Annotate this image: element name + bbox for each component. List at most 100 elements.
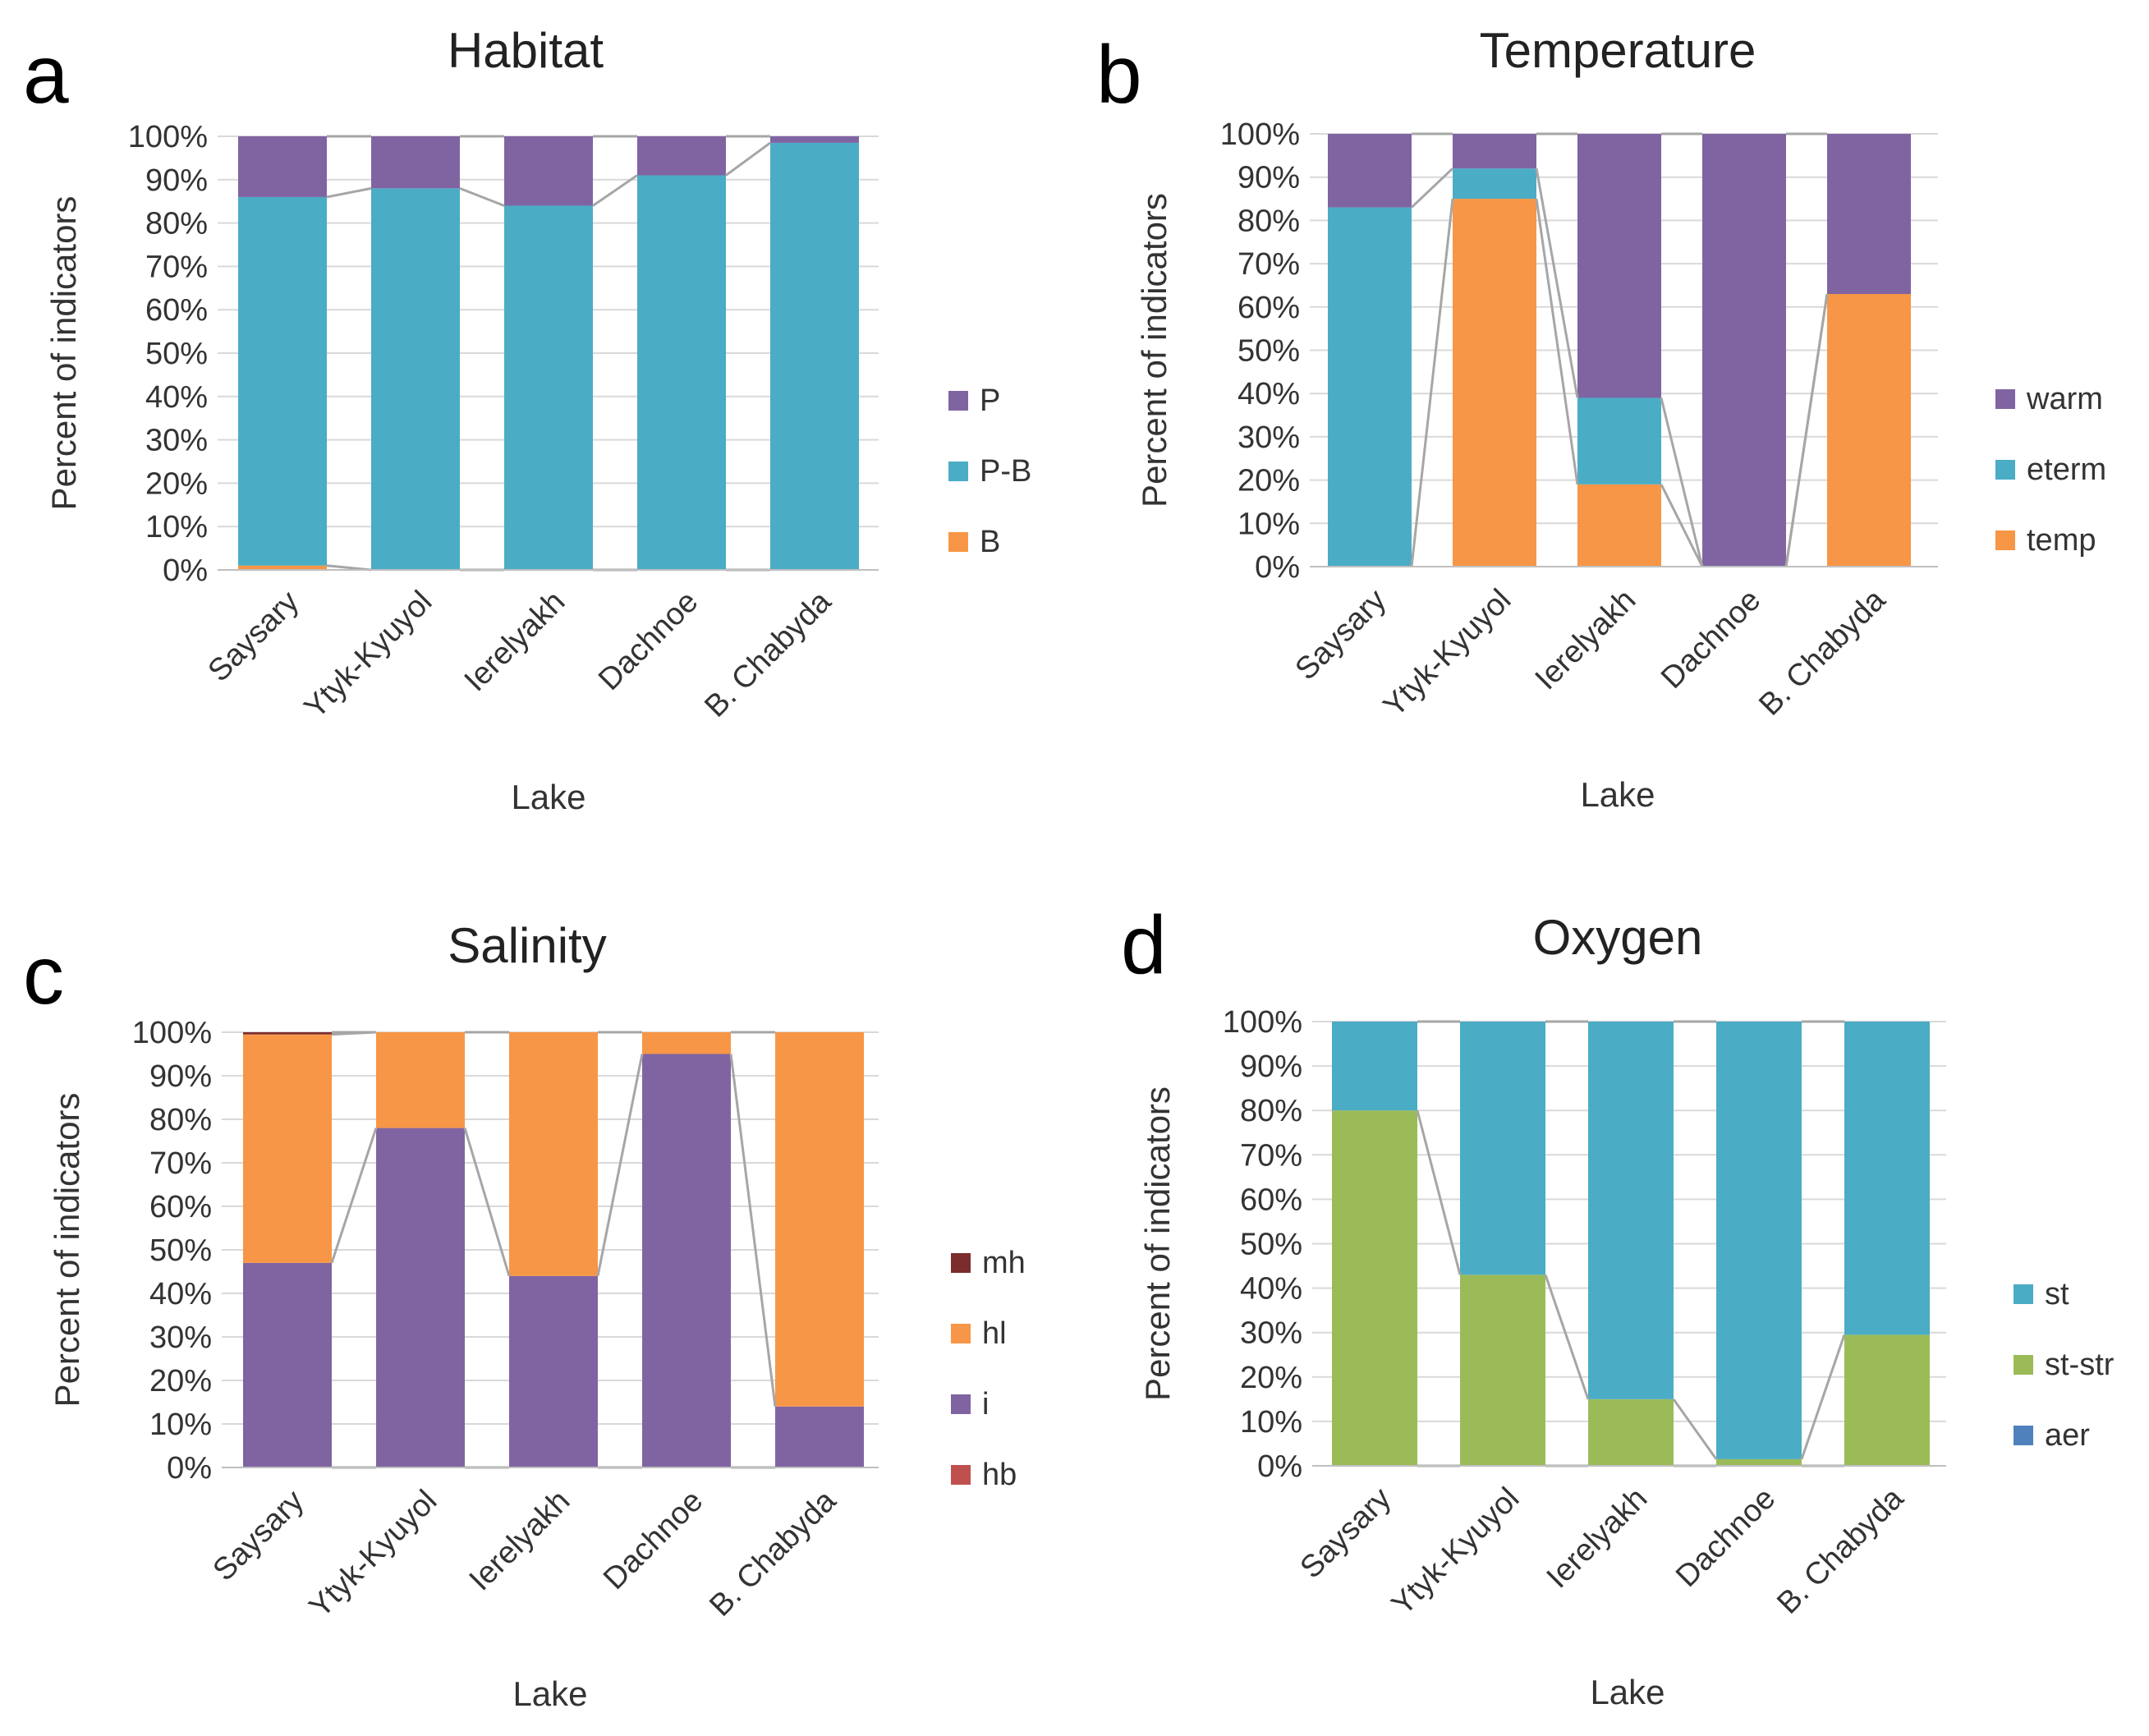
legend-swatch — [951, 1253, 971, 1273]
legend-label: aer — [2045, 1418, 2090, 1453]
bar-segment-warm — [1328, 134, 1412, 208]
category-label: Ierelyakh — [463, 1484, 577, 1598]
y-tick-label: 10% — [1238, 507, 1300, 541]
legend-label: mh — [982, 1246, 1026, 1280]
series-line — [1660, 397, 1704, 567]
series-line — [729, 1054, 777, 1407]
bar-segment-temp — [1577, 484, 1661, 567]
y-tick-label: 60% — [1240, 1183, 1302, 1217]
y-tick-label: 100% — [1220, 117, 1300, 152]
y-tick-label: 80% — [1240, 1094, 1302, 1128]
legend-swatch — [1995, 389, 2015, 409]
chart-panel-b: b Temperature 0% 10% 20% 30% 40% 50% 60% 70% 80% 90… — [1096, 23, 2106, 814]
legend-swatch — [1995, 460, 2015, 480]
x-axis-title: Lake — [1590, 1673, 1665, 1711]
bar-segment-eterm — [1453, 168, 1536, 200]
y-tick-label: 50% — [149, 1233, 212, 1268]
y-tick-label: 0% — [167, 1451, 212, 1486]
category-label: Dachnoe — [592, 585, 705, 697]
bar-segment-st — [1332, 1022, 1417, 1111]
bar-segment-i — [642, 1054, 731, 1467]
y-tick-label: 90% — [1238, 161, 1300, 195]
bar-segment-st-str — [1332, 1110, 1417, 1466]
category-label: Ytyk-Kyuyol — [1377, 583, 1518, 724]
series-line — [330, 1127, 378, 1264]
category-label: Saysary — [207, 1484, 311, 1588]
bar-segment-i — [775, 1406, 864, 1467]
legend-swatch — [951, 1394, 971, 1414]
bar-segment-eterm — [1328, 207, 1412, 567]
y-tick-label: 20% — [1240, 1361, 1302, 1395]
panel-letter: c — [23, 930, 64, 1022]
bar-segment-st — [1460, 1022, 1545, 1275]
series-line — [1535, 198, 1579, 485]
y-tick-label: 70% — [1238, 247, 1300, 282]
legend: P P-B B — [948, 383, 1031, 559]
category-label: Dachnoe — [597, 1484, 709, 1596]
panel-letter: b — [1096, 29, 1142, 121]
bar-segment-st-str — [1844, 1334, 1930, 1466]
bar-segment-eterm — [1577, 397, 1661, 485]
chart-title: Temperature — [1480, 23, 1756, 78]
chart-title: Habitat — [448, 23, 604, 78]
legend: st st-str aer — [2014, 1277, 2115, 1453]
bar-segment-hl — [775, 1032, 864, 1407]
category-label: Ytyk-Kyuyol — [1385, 1481, 1527, 1623]
legend-swatch — [1995, 530, 2015, 550]
legend-swatch — [2014, 1355, 2033, 1375]
y-tick-label: 20% — [145, 466, 208, 501]
bar-segment-P — [371, 136, 460, 189]
y-tick-label: 60% — [149, 1190, 212, 1224]
bar-segment-hl — [642, 1032, 731, 1054]
category-label: B. Chabyda — [1752, 582, 1893, 723]
category-label: Dachnoe — [1655, 583, 1767, 696]
series-line — [1410, 168, 1454, 209]
legend-label: warm — [2026, 382, 2103, 416]
bar-segment-P-B — [371, 188, 460, 571]
y-tick-label: 70% — [1240, 1138, 1302, 1173]
bar-segment-warm — [1827, 134, 1911, 294]
bar-segment-st — [1844, 1022, 1930, 1335]
legend-swatch — [2014, 1426, 2033, 1445]
y-tick-label: 0% — [163, 553, 208, 588]
bar-segment-st — [1588, 1022, 1674, 1399]
legend-swatch — [2014, 1284, 2033, 1304]
bar-segment-mh — [243, 1032, 332, 1035]
series-line — [1672, 1398, 1718, 1460]
y-tick-label: 80% — [1238, 204, 1300, 238]
legend-swatch — [948, 462, 968, 481]
legend-label: i — [982, 1387, 989, 1421]
y-tick-label: 30% — [1240, 1316, 1302, 1351]
y-tick-label: 0% — [1255, 550, 1300, 585]
category-label: Ytyk-Kyuyol — [303, 1484, 444, 1625]
chart-panel-a: a Habitat 0% 10% 20% 30% 40% 50% 60% 70% 80% 90% 100… — [23, 23, 1031, 816]
series-line — [1800, 1334, 1846, 1460]
series-line — [596, 1054, 644, 1277]
y-axis-title: Percent of indicators — [1135, 193, 1173, 507]
y-tick-label: 80% — [145, 207, 208, 241]
series-line — [463, 1127, 511, 1277]
y-tick-label: 30% — [149, 1320, 212, 1355]
category-label: Saysary — [1289, 583, 1394, 687]
series-line — [1544, 1274, 1590, 1400]
series-line — [1416, 1109, 1462, 1275]
bar-segment-hl — [243, 1034, 332, 1263]
bar-segment-warm — [1577, 134, 1661, 398]
bar-segment-st-str — [1716, 1458, 1802, 1466]
legend: warm eterm temp — [1995, 382, 2106, 558]
bar-segment-P-B — [504, 205, 593, 571]
y-tick-label: 100% — [132, 1016, 212, 1050]
y-tick-label: 50% — [1238, 334, 1300, 369]
series-line — [1784, 293, 1829, 567]
series-line — [1410, 198, 1454, 567]
bar-segment-st-str — [1460, 1274, 1545, 1466]
category-label: Saysary — [1294, 1481, 1398, 1586]
legend-swatch — [951, 1324, 971, 1343]
y-tick-label: 70% — [149, 1146, 212, 1181]
y-tick-label: 20% — [1238, 464, 1300, 498]
category-label: Ierelyakh — [458, 585, 572, 699]
legend-label: P — [980, 383, 1000, 418]
bar-segment-P — [637, 136, 726, 176]
bar-segment-P-B — [637, 175, 726, 570]
